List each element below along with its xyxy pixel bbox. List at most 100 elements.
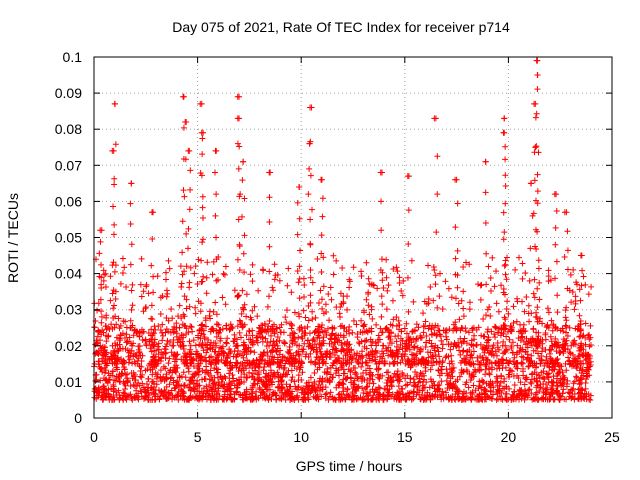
- data-point: [300, 293, 307, 300]
- data-point: [542, 331, 549, 338]
- data-point: [506, 336, 513, 343]
- data-point: [448, 396, 455, 403]
- data-point: [320, 254, 327, 261]
- data-point: [542, 396, 549, 403]
- data-point: [542, 381, 549, 388]
- data-point: [110, 347, 117, 354]
- data-point: [467, 352, 474, 359]
- data-point: [278, 358, 285, 365]
- data-point: [541, 375, 548, 382]
- data-point: [277, 395, 284, 402]
- data-point: [457, 327, 464, 334]
- data-point: [294, 394, 301, 401]
- data-point: [198, 129, 205, 136]
- data-point: [585, 291, 592, 298]
- data-point: [318, 232, 325, 239]
- data-point: [266, 194, 273, 201]
- data-point: [576, 347, 583, 354]
- data-point: [491, 331, 498, 338]
- data-point: [431, 266, 438, 273]
- data-point: [488, 328, 495, 335]
- data-point: [368, 357, 375, 364]
- data-point: [195, 353, 202, 360]
- data-point: [369, 281, 376, 288]
- data-point: [511, 382, 518, 389]
- data-point: [437, 270, 444, 277]
- data-point: [121, 334, 128, 341]
- data-point: [97, 296, 104, 303]
- data-point: [335, 372, 342, 379]
- data-point: [302, 353, 309, 360]
- data-point: [507, 323, 514, 330]
- data-point: [527, 245, 534, 252]
- data-point: [135, 355, 142, 362]
- data-point: [533, 309, 540, 316]
- data-point: [98, 331, 105, 338]
- data-point: [468, 374, 475, 381]
- data-point: [185, 329, 192, 336]
- data-point: [295, 351, 302, 358]
- data-point: [453, 388, 460, 395]
- data-point: [564, 228, 571, 235]
- data-point: [567, 271, 574, 278]
- data-point: [358, 338, 365, 345]
- data-point: [294, 267, 301, 274]
- data-point: [563, 367, 570, 374]
- data-point: [460, 368, 467, 375]
- data-point: [298, 377, 305, 384]
- data-point: [199, 193, 206, 200]
- data-point: [390, 316, 397, 323]
- data-point: [110, 203, 117, 210]
- data-point: [157, 367, 164, 374]
- data-point: [375, 339, 382, 346]
- data-point: [571, 390, 578, 397]
- data-point: [503, 357, 510, 364]
- data-point: [389, 322, 396, 329]
- data-point: [510, 303, 517, 310]
- data-point: [428, 326, 435, 333]
- data-point: [314, 256, 321, 263]
- data-point: [113, 321, 120, 328]
- data-point: [98, 319, 105, 326]
- data-point: [98, 285, 105, 292]
- data-point: [426, 337, 433, 344]
- data-point: [532, 226, 539, 233]
- data-point: [456, 316, 463, 323]
- data-point: [136, 333, 143, 340]
- data-point: [549, 379, 556, 386]
- data-point: [483, 281, 490, 288]
- data-point: [188, 324, 195, 331]
- x-tick-label: 25: [604, 429, 620, 445]
- data-point: [198, 357, 205, 364]
- data-point: [502, 391, 509, 398]
- data-point: [127, 220, 134, 227]
- data-point: [398, 385, 405, 392]
- data-point: [166, 381, 173, 388]
- data-point: [360, 396, 367, 403]
- data-point: [425, 262, 432, 269]
- data-point: [100, 267, 107, 274]
- data-point: [449, 368, 456, 375]
- data-point: [299, 386, 306, 393]
- data-point: [239, 213, 246, 220]
- data-point: [123, 396, 130, 403]
- data-point: [548, 378, 555, 385]
- data-point: [410, 298, 417, 305]
- data-point: [189, 377, 196, 384]
- data-point: [470, 348, 477, 355]
- data-point: [180, 311, 187, 318]
- data-point: [124, 393, 131, 400]
- data-point: [128, 287, 135, 294]
- data-point: [509, 368, 516, 375]
- data-point: [443, 366, 450, 373]
- data-point: [580, 372, 587, 379]
- data-point: [346, 276, 353, 283]
- data-point: [175, 336, 182, 343]
- data-point: [425, 325, 432, 332]
- data-point: [535, 257, 542, 264]
- data-point: [261, 380, 268, 387]
- data-point: [466, 299, 473, 306]
- data-point: [296, 275, 303, 282]
- data-point: [565, 354, 572, 361]
- data-point: [128, 369, 135, 376]
